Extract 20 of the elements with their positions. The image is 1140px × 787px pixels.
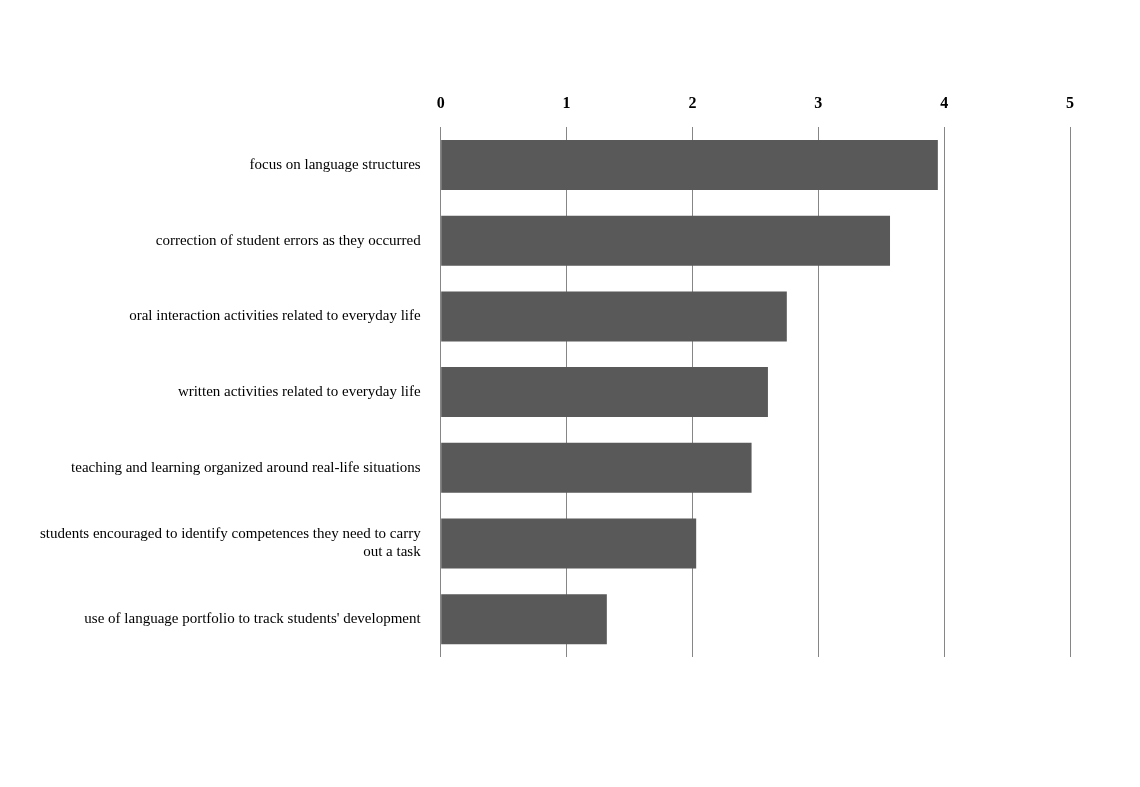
bar <box>441 442 752 493</box>
y-tick-label: students encouraged to identify competences they need to carry out a task <box>39 525 422 560</box>
bar <box>441 140 938 191</box>
bar <box>441 518 697 569</box>
y-tick-label: correction of student errors as they occurred <box>155 231 422 248</box>
x-tick-label: 2 <box>688 93 697 111</box>
x-tick-label: 1 <box>562 93 571 111</box>
x-tick-label: 5 <box>1066 93 1074 111</box>
bar <box>441 291 787 342</box>
y-tick-label: teaching and learning organized around real-life situations <box>71 458 421 475</box>
y-tick-label: oral interaction activities related to everyday life <box>129 307 422 324</box>
y-tick-label: written activities related to everyday life <box>177 383 422 400</box>
bar <box>441 367 768 418</box>
x-tick-label: 0 <box>436 93 445 111</box>
y-tick-label: use of language portfolio to track students' development <box>84 610 422 627</box>
bar <box>441 215 891 266</box>
y-tick-label: focus on language structures <box>249 155 421 172</box>
x-tick-label: 4 <box>940 93 949 111</box>
x-tick-label: 3 <box>814 93 823 111</box>
bar <box>441 594 607 645</box>
